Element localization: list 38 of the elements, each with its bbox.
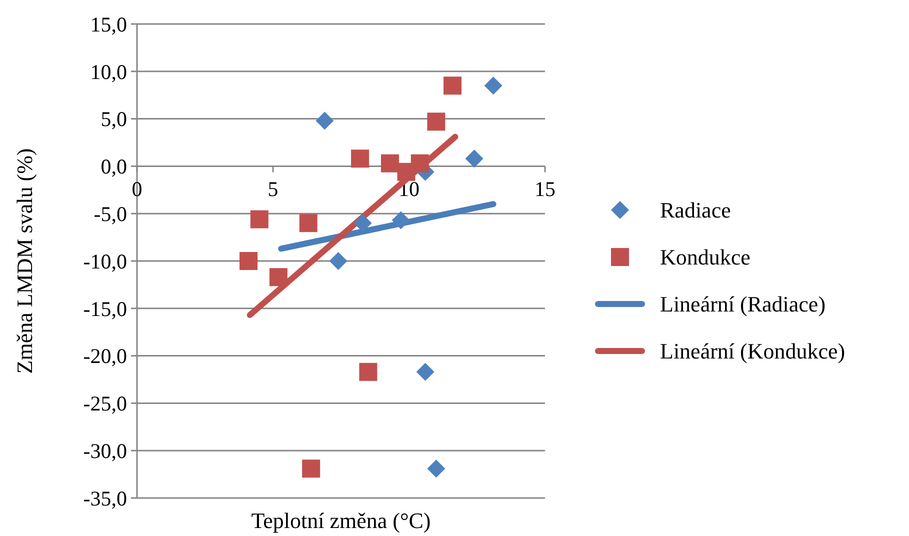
x-tick-label: 0 xyxy=(132,177,142,202)
point xyxy=(427,112,446,131)
point xyxy=(444,76,462,95)
y-tick-label: -15,0 xyxy=(83,296,127,321)
y-tick-label: -20,0 xyxy=(83,344,127,368)
legend-label: Lineární (Kondukce) xyxy=(660,338,846,364)
point xyxy=(351,150,370,168)
point xyxy=(416,362,434,381)
point xyxy=(299,214,318,232)
point xyxy=(329,252,348,270)
legend-label: Radiace xyxy=(660,198,731,223)
point xyxy=(240,252,258,270)
point xyxy=(484,76,502,95)
x-tick-label: 15 xyxy=(534,177,556,202)
point xyxy=(250,210,268,228)
x-axis-title: Teplotní změna (°C) xyxy=(251,508,431,533)
point xyxy=(316,112,334,130)
y-tick-label: -5,0 xyxy=(94,202,127,226)
point xyxy=(359,362,378,381)
point xyxy=(397,162,416,181)
point xyxy=(380,154,399,172)
y-tick-label: 15,0 xyxy=(90,12,127,36)
y-tick-label: -30,0 xyxy=(83,438,127,463)
y-tick-label: 0,0 xyxy=(100,154,127,179)
y-axis-title: Změna LMDM svalu (%) xyxy=(12,148,37,374)
y-tick-label: -10,0 xyxy=(83,249,127,274)
legend-label: Kondukce xyxy=(660,244,750,270)
y-tick-label: 10,0 xyxy=(90,60,127,84)
point xyxy=(427,460,446,478)
x-tick-label: 5 xyxy=(268,177,278,202)
y-tick-label: -25,0 xyxy=(83,392,127,416)
y-tick-label: 5,0 xyxy=(100,107,127,132)
point xyxy=(269,268,288,286)
point xyxy=(302,460,320,478)
point xyxy=(392,211,410,230)
y-tick-label: -35,0 xyxy=(83,486,127,510)
point xyxy=(465,150,484,168)
legend-label: Lineární (Radiace) xyxy=(660,292,826,317)
